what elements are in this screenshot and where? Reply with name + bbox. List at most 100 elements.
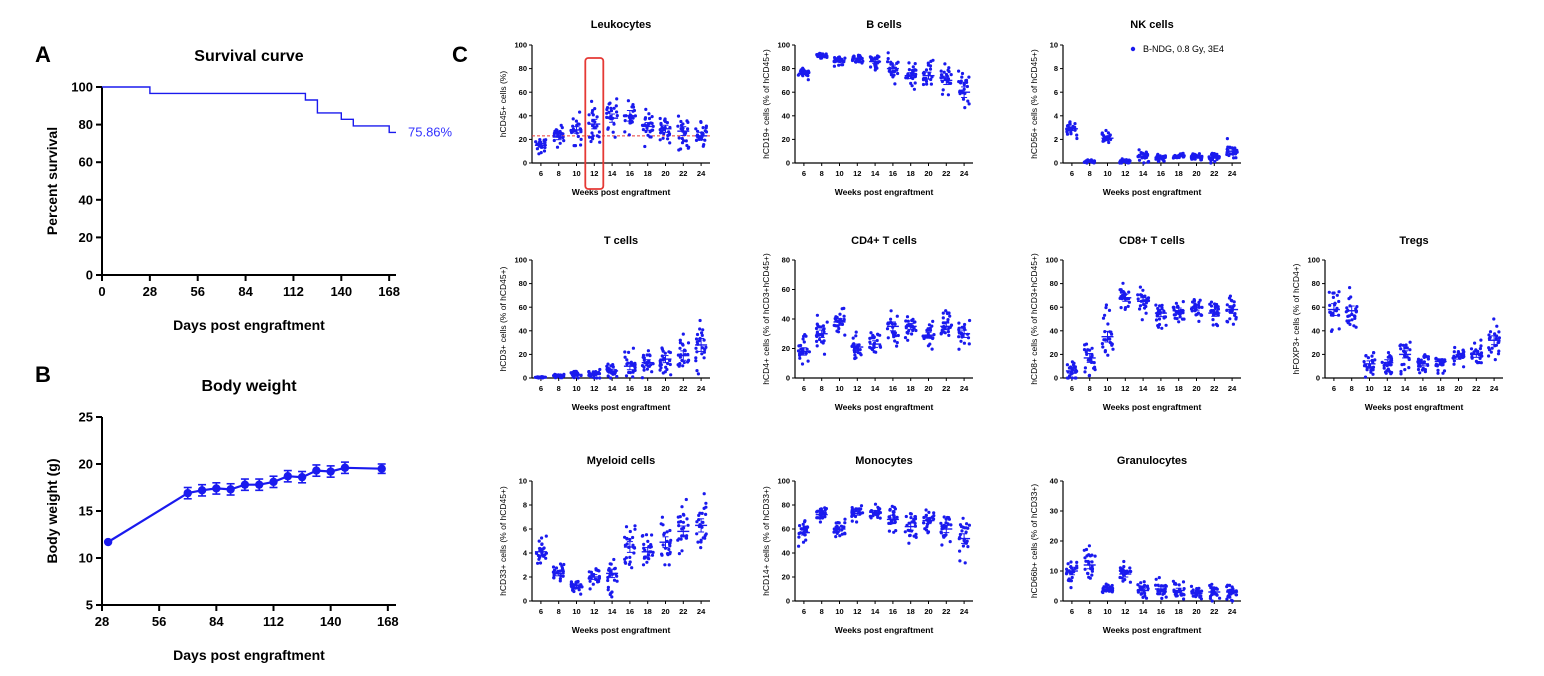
- data-point: [1145, 584, 1150, 588]
- data-point: [886, 60, 890, 64]
- data-point: [939, 521, 943, 525]
- data-point: [612, 578, 617, 582]
- data-point: [632, 551, 636, 555]
- data-point: [592, 376, 596, 380]
- data-point: [963, 561, 967, 565]
- data-point: [647, 112, 651, 116]
- data-point: [678, 355, 683, 359]
- x-tick-label: 0: [98, 284, 105, 299]
- data-point: [609, 106, 613, 110]
- data-point: [694, 346, 698, 350]
- data-point: [941, 311, 945, 315]
- data-point: [701, 536, 705, 540]
- data-point: [679, 119, 683, 124]
- data-point: [967, 342, 971, 346]
- data-point: [834, 324, 838, 328]
- data-point: [537, 152, 541, 156]
- data-point: [1082, 548, 1086, 552]
- data-point: [1066, 123, 1070, 128]
- data-point: [558, 577, 563, 581]
- x-tick-label: 8: [820, 607, 824, 616]
- data-point: [835, 329, 839, 333]
- data-point: [801, 540, 806, 544]
- data-point: [661, 136, 665, 140]
- chart-title: B cells: [866, 19, 901, 31]
- x-tick-label: 18: [907, 607, 915, 616]
- data-point: [1189, 584, 1194, 589]
- data-point: [1146, 296, 1151, 300]
- data-point: [843, 56, 847, 60]
- data-point: [536, 561, 540, 565]
- data-point: [1075, 133, 1079, 137]
- x-tick-label: 6: [539, 384, 543, 393]
- y-tick-label: 40: [1050, 326, 1058, 335]
- chart-title: Survival curve: [194, 48, 304, 65]
- data-point: [876, 515, 880, 520]
- data-point: [854, 507, 858, 511]
- data-point: [608, 592, 612, 597]
- data-point: [948, 540, 952, 544]
- data-point: [1100, 132, 1104, 136]
- data-point: [1470, 355, 1474, 359]
- data-point: [967, 523, 972, 527]
- data-point: [1174, 582, 1178, 586]
- data-point: [544, 534, 548, 538]
- data-point: [694, 337, 699, 341]
- data-point: [593, 107, 597, 111]
- x-tick-label: 16: [889, 169, 897, 178]
- data-point: [540, 542, 544, 546]
- data-point: [911, 65, 915, 69]
- y-tick-label: 2: [523, 573, 527, 582]
- data-point: [868, 55, 873, 59]
- data-point: [1372, 351, 1376, 355]
- data-point: [1121, 281, 1125, 285]
- data-point: [627, 350, 631, 354]
- data-point: [1154, 303, 1158, 307]
- data-point: [833, 56, 837, 60]
- data-point: [595, 134, 599, 138]
- weight-point: [226, 485, 235, 494]
- data-point: [1164, 323, 1168, 327]
- data-point: [968, 318, 972, 323]
- data-point: [665, 530, 669, 534]
- data-point: [1111, 347, 1115, 351]
- data-point: [577, 588, 581, 592]
- x-tick-label: 6: [1332, 384, 1336, 393]
- data-point: [1228, 595, 1232, 599]
- data-point: [627, 370, 631, 374]
- x-tick-label: 24: [1228, 384, 1237, 393]
- data-point: [1452, 359, 1456, 363]
- data-point: [648, 130, 652, 134]
- data-point: [1164, 595, 1168, 599]
- data-point: [1086, 358, 1090, 362]
- data-point: [834, 525, 838, 529]
- data-point: [627, 133, 631, 137]
- data-point: [668, 550, 672, 555]
- data-point: [890, 504, 894, 508]
- data-point: [1365, 368, 1369, 372]
- x-tick-label: 84: [238, 284, 253, 299]
- y-tick-label: 40: [79, 192, 93, 207]
- weight-point: [197, 486, 207, 495]
- data-point: [904, 76, 908, 80]
- data-point: [947, 311, 951, 315]
- data-point: [806, 78, 810, 82]
- data-point: [608, 562, 612, 566]
- data-point: [611, 130, 615, 134]
- y-tick-label: 80: [782, 501, 790, 510]
- data-point: [841, 525, 845, 529]
- data-point: [1104, 128, 1108, 133]
- data-point: [801, 337, 805, 341]
- data-point: [875, 66, 879, 70]
- data-point: [1350, 318, 1354, 322]
- data-point: [1083, 366, 1087, 370]
- data-point: [904, 319, 908, 323]
- x-tick-label: 24: [960, 607, 969, 616]
- data-point: [798, 356, 802, 360]
- weight-point: [297, 472, 307, 482]
- data-point: [890, 73, 895, 77]
- data-point: [1407, 357, 1411, 362]
- data-point: [837, 326, 841, 331]
- x-tick-label: 14: [1139, 607, 1148, 616]
